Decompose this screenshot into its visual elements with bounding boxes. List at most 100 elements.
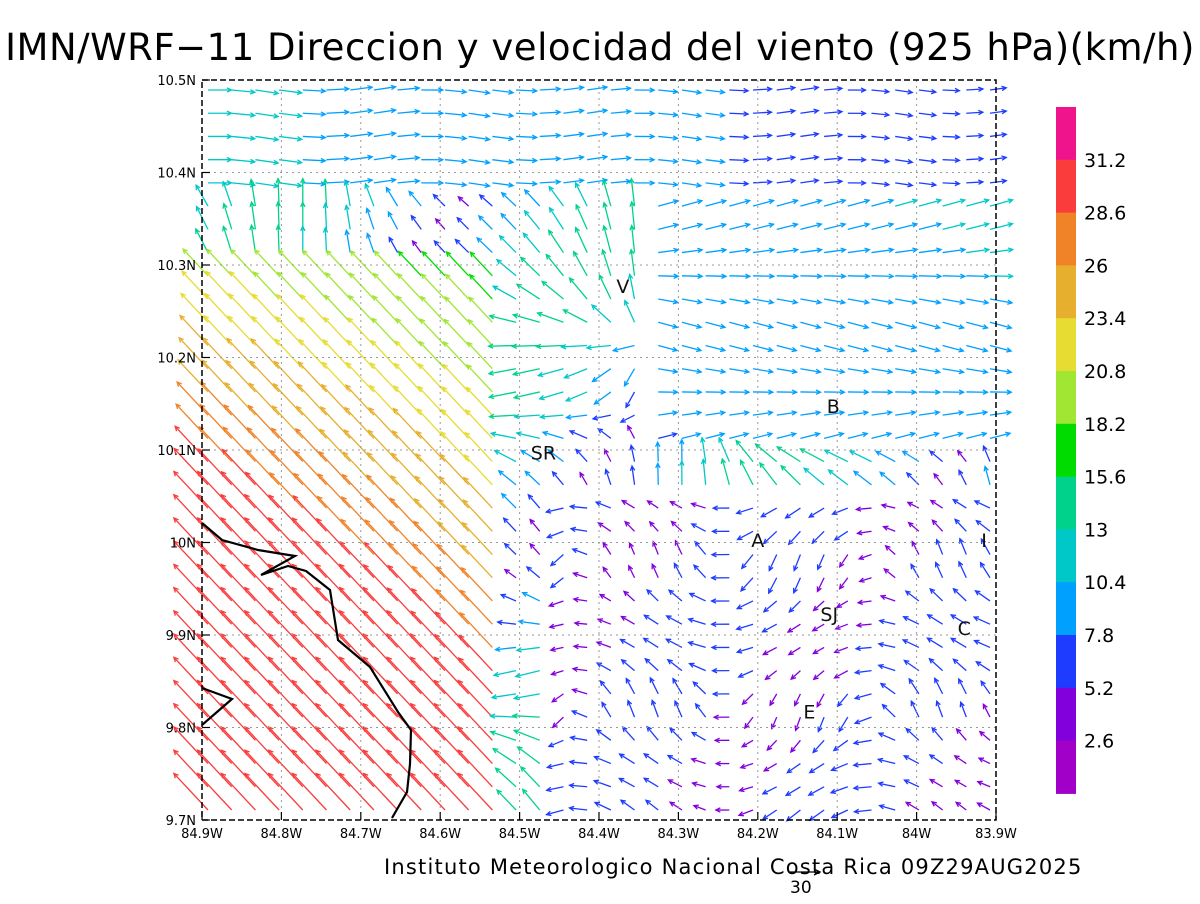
wind-vector bbox=[706, 136, 725, 140]
wind-vector bbox=[398, 133, 420, 137]
wind-vector bbox=[564, 369, 587, 378]
wind-vector bbox=[543, 431, 563, 438]
wind-vector bbox=[570, 760, 587, 764]
wind-vector bbox=[397, 296, 421, 322]
wind-vector bbox=[943, 199, 965, 206]
wind-vector bbox=[622, 501, 634, 509]
wind-vector bbox=[563, 179, 583, 183]
wind-vector bbox=[935, 678, 943, 694]
wind-vector bbox=[492, 694, 516, 699]
wind-vector bbox=[673, 679, 682, 694]
wind-vector bbox=[587, 155, 607, 159]
wind-vector bbox=[712, 576, 730, 580]
wind-vector bbox=[653, 542, 658, 555]
wind-vector bbox=[603, 226, 611, 253]
wind-vector bbox=[444, 342, 469, 369]
wind-vector bbox=[777, 132, 795, 136]
wind-vector bbox=[753, 110, 771, 114]
wind-vector bbox=[595, 802, 611, 810]
wind-vector bbox=[729, 135, 748, 139]
wind-vector bbox=[753, 133, 771, 137]
wind-vector bbox=[223, 226, 232, 252]
wind-vector bbox=[974, 640, 990, 647]
y-tick-label: 10.4N bbox=[157, 167, 196, 182]
x-tick-label: 84.2W bbox=[737, 827, 779, 842]
wind-vector bbox=[254, 272, 279, 299]
wind-vector bbox=[463, 500, 492, 531]
wind-vector bbox=[911, 564, 919, 577]
wind-vector bbox=[943, 181, 960, 185]
wind-vector bbox=[523, 233, 539, 252]
wind-vector bbox=[550, 624, 564, 628]
wind-vector bbox=[716, 808, 729, 812]
wind-vector bbox=[350, 273, 374, 299]
wind-vector bbox=[398, 109, 420, 113]
wind-vector bbox=[800, 369, 820, 374]
wind-vector bbox=[345, 230, 350, 252]
reference-vector-label: 30 bbox=[790, 878, 812, 898]
wind-vector bbox=[800, 248, 821, 252]
wind-vector bbox=[903, 640, 919, 648]
wind-vector bbox=[729, 433, 748, 439]
wind-vector bbox=[682, 299, 702, 304]
wind-vector bbox=[729, 181, 748, 185]
wind-vector bbox=[848, 299, 869, 304]
wind-vector bbox=[943, 248, 965, 253]
wind-vector bbox=[753, 411, 772, 415]
wind-vector bbox=[848, 199, 869, 206]
colorbar-segment bbox=[1056, 213, 1076, 266]
wind-vector bbox=[464, 478, 492, 508]
wind-vector bbox=[848, 411, 868, 415]
wind-vector bbox=[943, 112, 960, 116]
wind-vector bbox=[741, 578, 753, 591]
wind-vector bbox=[990, 199, 1013, 206]
wind-vector bbox=[745, 717, 753, 728]
wind-vector bbox=[814, 671, 824, 680]
wind-vector bbox=[848, 111, 866, 115]
wind-vector bbox=[879, 665, 895, 671]
wind-vector bbox=[523, 593, 540, 601]
wind-vector bbox=[540, 87, 560, 91]
wind-vector bbox=[966, 87, 983, 91]
wind-vector bbox=[574, 252, 587, 276]
wind-vector bbox=[936, 701, 942, 717]
wind-vector bbox=[445, 159, 466, 163]
wind-vector bbox=[800, 199, 821, 206]
wind-vector bbox=[753, 223, 773, 229]
wind-vector bbox=[301, 226, 305, 252]
wind-vector bbox=[743, 694, 753, 704]
wind-vector bbox=[769, 578, 777, 593]
wind-vector bbox=[375, 251, 398, 276]
wind-vector bbox=[602, 250, 611, 276]
y-tick-label: 9.8N bbox=[166, 722, 196, 737]
wind-vector bbox=[976, 662, 990, 671]
wind-vector bbox=[635, 111, 655, 115]
wind-vector bbox=[761, 508, 776, 517]
wind-vector bbox=[682, 248, 702, 252]
colorbar-segment bbox=[1056, 371, 1076, 424]
wind-vector bbox=[326, 133, 348, 137]
wind-vector bbox=[824, 322, 844, 328]
wind-vector bbox=[872, 182, 889, 186]
wind-vector bbox=[680, 440, 684, 462]
wind-vector bbox=[647, 727, 658, 741]
wind-vector bbox=[957, 729, 967, 740]
wind-vector bbox=[966, 390, 987, 394]
wind-vector bbox=[739, 671, 753, 678]
wind-vector bbox=[326, 87, 348, 91]
wind-vector bbox=[909, 679, 919, 694]
wind-vector bbox=[605, 449, 611, 461]
wind-vector bbox=[501, 594, 516, 601]
wind-vector bbox=[181, 293, 208, 322]
wind-vector bbox=[990, 223, 1012, 230]
wind-vector bbox=[966, 432, 986, 438]
wind-vector bbox=[647, 590, 658, 601]
wind-vector bbox=[502, 494, 516, 508]
wind-vector bbox=[348, 318, 374, 345]
wind-vector bbox=[576, 228, 588, 253]
wind-vector bbox=[411, 216, 421, 230]
wind-vector bbox=[990, 179, 1006, 183]
wind-vector bbox=[421, 88, 442, 92]
wind-vector bbox=[492, 90, 513, 94]
wind-vector bbox=[717, 785, 729, 789]
